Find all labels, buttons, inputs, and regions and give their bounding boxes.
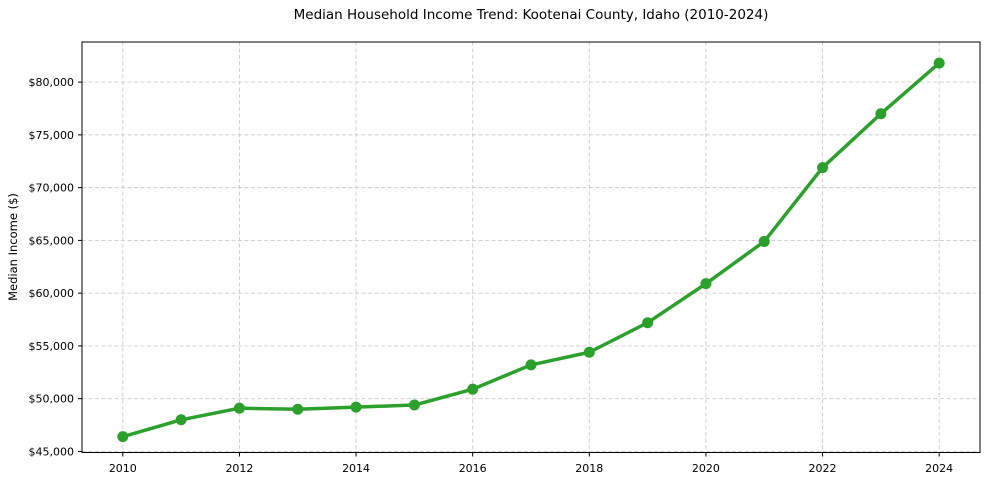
y-tick-label: $80,000 [29, 76, 75, 89]
trend-line [121, 61, 941, 439]
x-tick-label: 2020 [692, 462, 720, 475]
data-point-2022 [817, 162, 829, 174]
x-tick-label: 2014 [342, 462, 370, 475]
x-tick-label: 2018 [575, 462, 603, 475]
y-tick-label: $60,000 [29, 287, 75, 300]
plot-frame [81, 41, 981, 453]
data-point-2014 [350, 401, 362, 413]
y-tick-label: $45,000 [29, 445, 75, 458]
y-tick-label: $75,000 [29, 129, 75, 142]
data-point-2010 [117, 431, 129, 443]
data-point-2020 [700, 278, 712, 290]
x-tick-label: 2024 [925, 462, 953, 475]
data-point-2017 [525, 359, 537, 371]
y-tick-label: $50,000 [29, 393, 75, 406]
data-point-2015 [408, 399, 420, 411]
x-tick-label: 2016 [459, 462, 487, 475]
data-point-2013 [292, 403, 304, 415]
data-point-2018 [583, 346, 595, 358]
y-tick-label: $70,000 [29, 182, 75, 195]
y-tick-label: $65,000 [29, 234, 75, 247]
data-point-2011 [175, 414, 187, 426]
x-tick-label: 2012 [225, 462, 253, 475]
data-point-2019 [642, 317, 654, 329]
chart-title: Median Household Income Trend: Kootenai … [293, 7, 769, 23]
data-point-2012 [233, 402, 245, 414]
x-tick-label: 2010 [109, 462, 137, 475]
data-point-2021 [758, 235, 770, 247]
data-point-2016 [467, 383, 479, 395]
y-tick-label: $55,000 [29, 340, 75, 353]
data-point-2024 [933, 57, 945, 69]
x-tick-label: 2022 [809, 462, 837, 475]
data-point-2023 [875, 108, 887, 120]
